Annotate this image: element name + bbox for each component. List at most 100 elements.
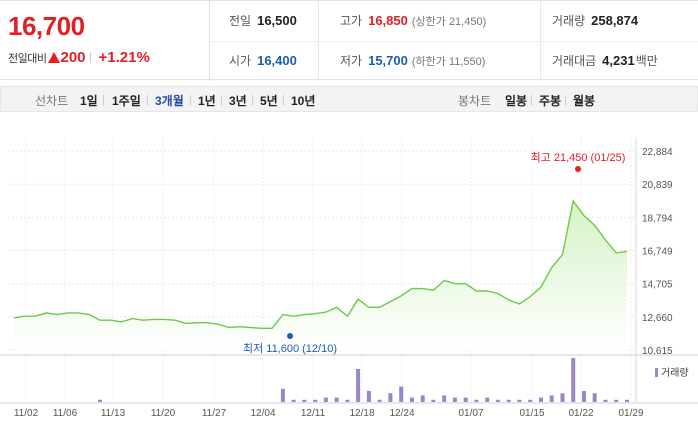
x-tick-label: 01/22 (568, 408, 593, 419)
change-label: 전일대비 (8, 53, 47, 65)
up-triangle-icon (48, 52, 61, 63)
divider (318, 1, 319, 81)
volume-bar (323, 397, 328, 402)
low-price: 저가 15,700 (하한가 11,550) (340, 53, 486, 68)
volume-bar (625, 399, 629, 402)
volume-bar (377, 399, 382, 402)
tab-3y[interactable]: 3년 (229, 94, 247, 108)
tab-10y[interactable]: 10년 (291, 94, 316, 108)
volume-bar (420, 395, 425, 402)
volume-bar (506, 399, 511, 402)
y-tick-label: 16,749 (642, 247, 673, 258)
high-marker (575, 166, 581, 172)
quote-summary: 16,700 전일대비 200 +1.21% 전일 16,500 시가 16,400 고… (0, 0, 698, 81)
x-tick-label: 12/11 (301, 408, 326, 419)
trade-value: 거래대금 4,231백만 (552, 53, 658, 68)
tab-5y[interactable]: 5년 (260, 94, 278, 108)
tab-monthly[interactable]: 월봉 (573, 94, 596, 108)
y-tick-label: 14,705 (642, 280, 673, 291)
x-tick-label: 01/15 (519, 408, 544, 419)
low-annotation: 최저 11,600 (12/10) (243, 342, 337, 355)
divider (531, 95, 532, 106)
change-percent: +1.21% (98, 49, 150, 66)
volume-bar (431, 399, 436, 402)
volume-bar (98, 399, 102, 402)
change-amount: 200 (60, 49, 86, 66)
low-marker (287, 333, 293, 339)
candle-chart-label: 봉차트 (458, 94, 492, 108)
volume-bar (474, 399, 479, 402)
y-tick-label: 20,839 (642, 180, 673, 191)
volume-bar (614, 399, 619, 402)
current-price: 16,700 (8, 11, 85, 41)
tab-3m[interactable]: 3개월 (155, 94, 184, 108)
tab-daily[interactable]: 일봉 (505, 94, 528, 108)
tab-1w[interactable]: 1주일 (112, 94, 141, 108)
volume-legend-icon (655, 368, 658, 377)
open-price: 시가 16,400 (229, 53, 297, 68)
price-chart-svg: 22,884 20,839 18,794 16,749 14,705 12,660 10,6… (0, 137, 698, 419)
volume-bar (388, 393, 393, 402)
volume-bar (495, 399, 500, 402)
volume-bar (280, 388, 285, 402)
y-tick-label: 22,884 (642, 147, 673, 158)
volume-bar (528, 399, 533, 402)
line-chart-label: 선차트 (35, 94, 69, 108)
price-change: 전일대비 200 +1.21% (8, 49, 150, 66)
volume-bar (302, 399, 307, 402)
volume-bar (452, 397, 457, 402)
price-area (14, 201, 627, 350)
y-tick-label: 12,660 (642, 313, 673, 324)
prev-close: 전일 16,500 (229, 13, 297, 28)
divider (190, 95, 191, 106)
volume-bar (409, 397, 414, 402)
volume-legend-label: 거래량 (661, 367, 689, 379)
volume-bar (571, 358, 576, 402)
x-tick-label: 12/04 (250, 408, 275, 419)
x-tick-label: 11/20 (151, 408, 176, 419)
current-price-box: 16,700 전일대비 200 +1.21% (0, 1, 210, 81)
divider (252, 95, 253, 106)
x-tick-label: 12/24 (389, 408, 414, 419)
volume-bar (291, 399, 296, 402)
price-chart: 22,884 20,839 18,794 16,749 14,705 12,660 10,6… (0, 112, 698, 427)
volume-bar (366, 391, 371, 402)
volume-bar (549, 395, 554, 402)
volume: 거래량 258,874 (552, 13, 639, 28)
volume-bar (399, 386, 404, 402)
volume-bar (582, 391, 586, 402)
volume-bar (603, 399, 608, 402)
y-tick-label: 10,615 (642, 346, 673, 357)
volume-bar (356, 369, 361, 402)
tab-1y[interactable]: 1년 (198, 94, 216, 108)
divider (103, 95, 104, 106)
volume-bar (345, 399, 350, 402)
volume-bar (313, 399, 318, 402)
divider (565, 95, 566, 106)
chart-tab-bar: 선차트 1일 1주일 3개월 1년 3년 5년 10년 봉차트 일봉 주봉 월봉 (0, 86, 698, 112)
volume-bar (442, 395, 447, 402)
x-tick-label: 11/27 (202, 408, 227, 419)
volume-bar (463, 397, 468, 402)
x-tick-label: 01/07 (458, 408, 483, 419)
divider (540, 1, 541, 81)
tab-weekly[interactable]: 주봉 (539, 94, 562, 108)
x-tick-label: 11/13 (101, 408, 126, 419)
volume-bar (539, 397, 543, 402)
volume-bar (560, 393, 565, 402)
x-tick-label: 12/18 (349, 408, 374, 419)
high-price: 고가 16,850 (상한가 21,450) (340, 13, 487, 28)
volume-bar (517, 399, 522, 402)
divider (89, 52, 91, 63)
volume-bar (485, 397, 490, 402)
divider (283, 95, 284, 106)
divider (147, 95, 148, 106)
tab-1d[interactable]: 1일 (80, 94, 98, 108)
y-tick-label: 18,794 (642, 213, 673, 224)
volume-bar (334, 397, 339, 402)
divider (211, 41, 698, 42)
x-tick-label: 11/02 (14, 408, 39, 419)
price-line (13, 199, 628, 329)
x-tick-label: 01/29 (618, 408, 643, 419)
x-tick-label: 11/06 (53, 408, 78, 419)
